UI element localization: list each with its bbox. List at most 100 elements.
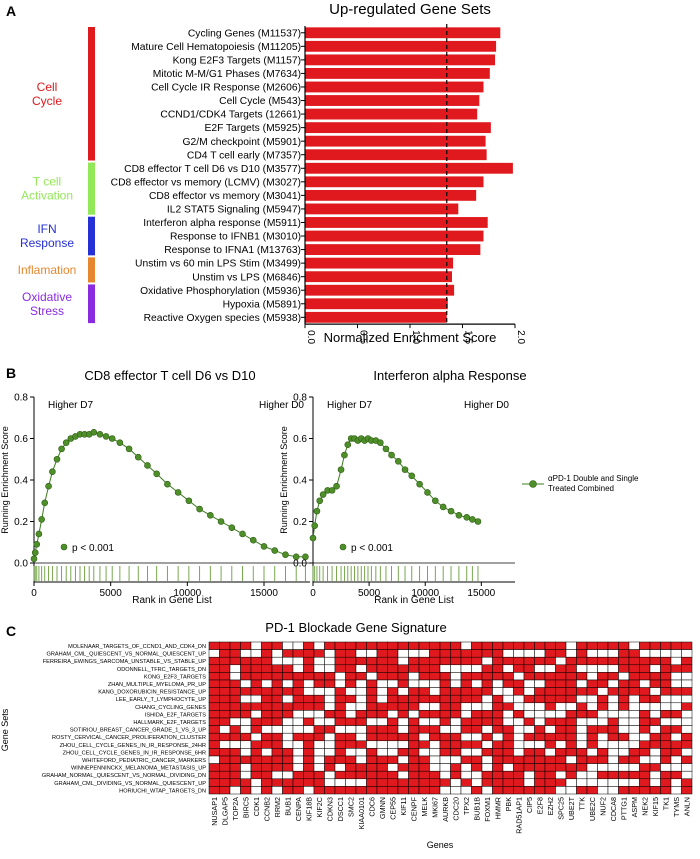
heatmap-cell: [418, 702, 430, 711]
heatmap-cell: [471, 786, 483, 795]
legend-line-text: αPD-1 Double and Single: [548, 474, 639, 483]
heatmap-cell: [303, 679, 315, 688]
heatmap-cell: [345, 641, 357, 650]
heatmap-cell: [628, 763, 640, 772]
heatmap-cell: [261, 732, 273, 742]
heatmap-cell: [502, 679, 514, 688]
heatmap-cell: [649, 664, 661, 673]
heatmap-cell: [313, 725, 325, 734]
column-label: UBE2C: [588, 797, 597, 821]
heatmap-cell: [355, 763, 367, 772]
heatmap-cell: [450, 748, 462, 757]
heatmap-cell: [576, 687, 588, 696]
heatmap-cell: [639, 687, 651, 696]
heatmap-cell: [376, 687, 388, 696]
heatmap-cell: [292, 702, 304, 711]
heatmap-cell: [607, 679, 619, 688]
group-color-bar: [88, 257, 95, 283]
data-point: [408, 472, 416, 480]
heatmap-cell: [292, 786, 304, 795]
heatmap-cell: [355, 687, 367, 696]
heatmap-cell: [660, 732, 672, 742]
heatmap-cell: [271, 717, 283, 726]
heatmap-cell: [366, 672, 378, 681]
heatmap-cell: [408, 740, 420, 749]
heatmap-cell: [555, 748, 567, 757]
heatmap-cell: [397, 755, 409, 764]
heatmap-cell: [649, 740, 661, 749]
heatmap-cell: [208, 694, 220, 704]
heatmap-cell: [208, 770, 220, 780]
heatmap-cell: [250, 748, 262, 757]
x-tick-label: 1.5: [463, 330, 474, 344]
heatmap-cell: [544, 778, 556, 787]
heatmap-cell: [450, 786, 462, 795]
heatmap-cell: [597, 770, 609, 780]
row-label: WHITEFORD_PEDIATRIC_CANCER_MARKERS: [82, 758, 206, 764]
heatmap-cell: [460, 732, 472, 742]
heatmap-cell: [271, 664, 283, 673]
heatmap-cell: [502, 755, 514, 764]
left-annotation: Higher D7: [48, 400, 93, 411]
heatmap-cell: [576, 725, 588, 734]
heatmap-cell: [355, 702, 367, 711]
heatmap-cell: [429, 778, 441, 787]
row-label: GRAHAM_CML_QUIESCENT_VS_NORMAL_QUIESCENT…: [47, 652, 207, 658]
heatmap-cell: [240, 740, 252, 749]
heatmap-cell: [555, 732, 567, 742]
heatmap-cell: [555, 656, 567, 666]
heatmap-cell: [586, 778, 598, 787]
heatmap-cell: [292, 710, 304, 719]
heatmap-cell: [555, 672, 567, 681]
heatmap-cell: [607, 755, 619, 764]
heatmap-cell: [292, 717, 304, 726]
x-tick-label: 0: [31, 588, 37, 599]
heatmap-cell: [240, 755, 252, 764]
heatmap-cell: [681, 672, 693, 681]
column-label: SMC2: [346, 797, 355, 817]
heatmap-cell: [618, 755, 630, 764]
heatmap-cell: [502, 725, 514, 734]
heatmap-cell: [250, 656, 262, 666]
heatmap-cell: [376, 702, 388, 711]
category-label: Oxidative Phosphorylation (M5936): [140, 286, 301, 297]
heatmap-cell: [324, 763, 336, 772]
heatmap-cell: [271, 702, 283, 711]
heatmap-cell: [471, 656, 483, 666]
heatmap-cell: [219, 672, 231, 681]
row-label: FERREIRA_EWINGS_SARCOMA_UNSTABLE_VS_STAB…: [43, 659, 207, 665]
heatmap-cell: [229, 763, 241, 772]
heatmap-cell: [618, 748, 630, 757]
heatmap-cell: [439, 679, 451, 688]
column-label: KIF18B: [304, 797, 313, 821]
heatmap-cell: [660, 679, 672, 688]
heatmap-cell: [313, 778, 325, 787]
category-label: Mitotic M-M/G1 Phases (M7634): [153, 69, 301, 80]
heatmap-cell: [334, 687, 346, 696]
row-label: MOLENAAR_TARGETS_OF_CCND1_AND_CDK4_DN: [68, 644, 206, 650]
column-label: PTTG1: [619, 797, 628, 820]
heatmap-cell: [628, 702, 640, 711]
heatmap-cell: [429, 710, 441, 719]
heatmap-cell: [660, 755, 672, 764]
heatmap-cell: [261, 717, 273, 726]
heatmap-cell: [471, 778, 483, 787]
heatmap-cell: [208, 755, 220, 764]
heatmap-cell: [334, 725, 346, 734]
heatmap-cell: [502, 748, 514, 757]
group-label: IFN: [37, 222, 56, 236]
group-color-bar: [88, 284, 95, 324]
heatmap-cell: [387, 687, 399, 696]
heatmap-cell: [292, 770, 304, 780]
heatmap-cell: [250, 778, 262, 787]
heatmap-cell: [355, 755, 367, 764]
heatmap-cell: [439, 687, 451, 696]
heatmap-cell: [481, 694, 493, 704]
category-label: Response to IFNA1 (M13763): [164, 245, 301, 256]
heatmap-cell: [544, 755, 556, 764]
heatmap-cell: [576, 672, 588, 681]
x-tick-label: 10000: [411, 588, 439, 599]
pvalue-text: p < 0.001: [72, 543, 114, 554]
heatmap-cell: [471, 664, 483, 673]
heatmap-cell: [523, 740, 535, 749]
